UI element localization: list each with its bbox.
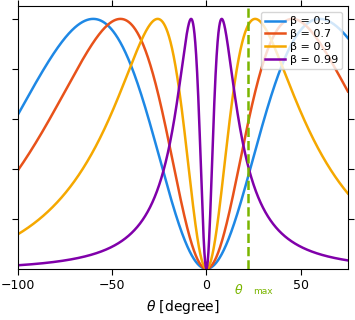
β = 0.99 [346, 259, 350, 262]
β = 0.99 [142, 216, 146, 220]
β = 0.9 [16, 232, 20, 236]
β = 0.7 [76, 66, 80, 70]
β = 0.5 [91, 17, 95, 21]
β = 0.9 [204, 267, 209, 271]
β = 0.9 [142, 33, 146, 37]
β = 0.9 [262, 25, 266, 28]
β = 0.9 [287, 82, 291, 86]
β = 0.7 [287, 17, 291, 21]
β = 0.7 [118, 17, 122, 21]
β = 0.9 [230, 96, 235, 100]
X-axis label: $\theta$ [degree]: $\theta$ [degree] [146, 298, 220, 316]
β = 0.9 [214, 233, 218, 237]
β = 0.99 [214, 67, 218, 71]
β = 0.5 [76, 23, 80, 27]
β = 0.99 [189, 17, 193, 21]
β = 0.99 [16, 263, 20, 267]
Line: β = 0.5: β = 0.5 [18, 19, 348, 269]
β = 0.7 [346, 90, 350, 93]
β = 0.9 [76, 175, 80, 179]
Text: max: max [253, 287, 273, 296]
Text: $\theta$: $\theta$ [234, 283, 243, 297]
β = 0.5 [16, 113, 20, 117]
β = 0.9 [346, 192, 350, 196]
β = 0.5 [214, 261, 218, 265]
Legend: β = 0.5, β = 0.7, β = 0.9, β = 0.99: β = 0.5, β = 0.7, β = 0.9, β = 0.99 [261, 12, 342, 69]
Line: β = 0.9: β = 0.9 [18, 19, 348, 269]
β = 0.99 [76, 256, 80, 260]
Line: β = 0.7: β = 0.7 [18, 19, 348, 269]
β = 0.99 [204, 267, 209, 271]
β = 0.7 [16, 169, 20, 172]
β = 0.7 [214, 256, 218, 260]
β = 0.7 [230, 196, 235, 199]
β = 0.5 [287, 46, 291, 50]
β = 0.99 [262, 208, 266, 212]
β = 0.5 [230, 226, 235, 230]
β = 0.5 [346, 36, 350, 40]
β = 0.5 [142, 101, 146, 105]
β = 0.7 [262, 58, 266, 61]
β = 0.99 [287, 238, 291, 242]
β = 0.99 [230, 78, 235, 82]
β = 0.7 [142, 45, 146, 49]
Line: β = 0.99: β = 0.99 [18, 19, 348, 269]
β = 0.9 [253, 17, 257, 21]
β = 0.5 [204, 267, 209, 271]
β = 0.7 [204, 267, 209, 271]
β = 0.5 [262, 117, 266, 121]
